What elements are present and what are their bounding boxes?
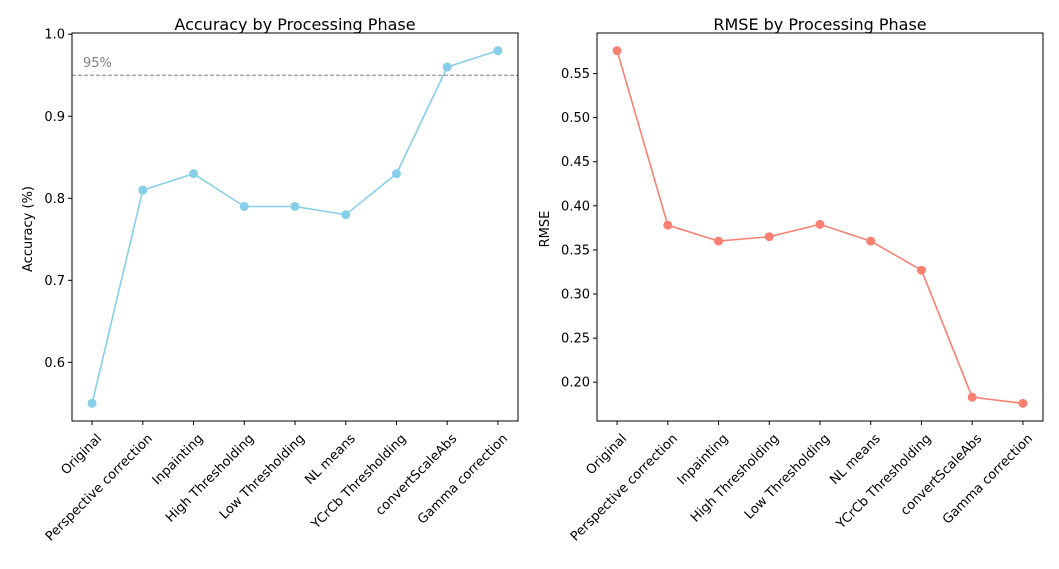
data-point <box>866 236 876 246</box>
data-point <box>714 236 724 246</box>
data-point <box>967 392 977 402</box>
data-point <box>1018 398 1028 408</box>
data-point <box>663 220 673 230</box>
data-point <box>290 201 300 211</box>
y-tick-label: 0.9 <box>44 110 65 125</box>
y-tick-label: 0.55 <box>561 67 590 82</box>
chart-title: RMSE by Processing Phase <box>713 15 926 34</box>
y-tick-label: 0.25 <box>561 332 590 347</box>
chart-title: Accuracy by Processing Phase <box>174 15 415 34</box>
y-axis-label: Accuracy (%) <box>21 186 36 272</box>
data-point <box>493 46 503 56</box>
y-tick-label: 0.8 <box>44 192 65 207</box>
y-tick-label: 0.40 <box>561 199 590 214</box>
data-point <box>341 210 351 220</box>
data-point <box>391 169 401 179</box>
data-point <box>189 169 199 179</box>
plot-frame <box>596 32 1044 422</box>
data-point <box>138 185 148 195</box>
y-tick-label: 0.30 <box>561 288 590 303</box>
data-point <box>442 62 452 72</box>
y-tick-label: 0.35 <box>561 243 590 258</box>
reference-line-label: 95% <box>83 56 112 71</box>
y-tick-label: 1.0 <box>44 28 65 43</box>
data-point <box>87 398 97 408</box>
y-tick-label: 0.20 <box>561 376 590 391</box>
y-tick-label: 0.6 <box>44 356 65 371</box>
data-point <box>764 232 774 242</box>
data-point <box>612 46 622 56</box>
y-axis-label: RMSE <box>538 211 553 248</box>
y-tick-label: 0.50 <box>561 111 590 126</box>
y-tick-label: 0.7 <box>44 274 65 289</box>
data-point <box>815 219 825 229</box>
data-point <box>916 265 926 275</box>
y-tick-label: 0.45 <box>561 155 590 170</box>
plot-frame <box>71 32 519 422</box>
data-point <box>239 201 249 211</box>
